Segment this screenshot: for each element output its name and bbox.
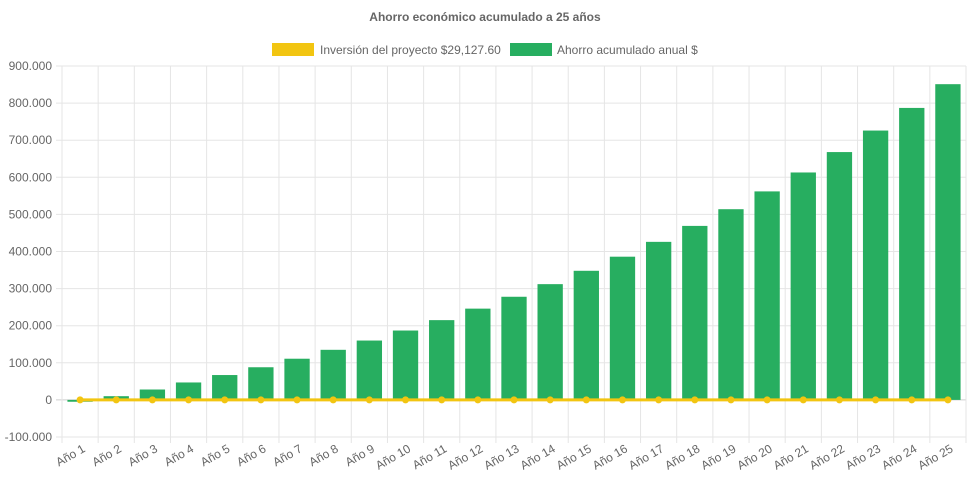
x-tick-label: Año 12	[445, 441, 485, 472]
bar-savings[interactable]	[537, 284, 563, 400]
point-investment[interactable]	[185, 396, 193, 404]
bar-savings[interactable]	[573, 270, 599, 400]
y-tick-label: 200.000	[9, 319, 53, 333]
x-tick-label: Año 18	[662, 441, 702, 472]
bar-savings[interactable]	[609, 256, 636, 400]
bar-savings[interactable]	[248, 367, 274, 400]
point-investment[interactable]	[402, 396, 410, 404]
point-investment[interactable]	[835, 396, 843, 404]
bar-savings[interactable]	[501, 296, 527, 400]
x-tick-label: Año 20	[735, 441, 775, 472]
x-tick-label: Año 8	[307, 441, 341, 469]
point-investment[interactable]	[944, 396, 952, 404]
x-tick-label: Año 24	[879, 441, 919, 472]
y-tick-label: 100.000	[9, 356, 53, 370]
x-tick-label: Año 14	[518, 441, 558, 472]
bar-savings[interactable]	[862, 130, 889, 400]
y-tick-label: 0	[45, 393, 52, 407]
legend-swatch-savings	[510, 43, 552, 56]
bar-savings[interactable]	[392, 330, 419, 400]
bar-savings[interactable]	[935, 84, 961, 400]
point-investment[interactable]	[872, 396, 880, 404]
point-investment[interactable]	[112, 396, 120, 404]
bar-savings[interactable]	[465, 308, 491, 400]
x-tick-label: Año 9	[343, 441, 377, 469]
point-investment[interactable]	[221, 396, 229, 404]
point-investment[interactable]	[582, 396, 590, 404]
y-tick-label: 700.000	[9, 133, 53, 147]
point-investment[interactable]	[293, 396, 301, 404]
point-investment[interactable]	[618, 396, 626, 404]
bar-savings[interactable]	[175, 382, 202, 400]
y-tick-label: -100.000	[5, 430, 53, 444]
point-investment[interactable]	[799, 396, 807, 404]
point-investment[interactable]	[691, 396, 699, 404]
x-tick-label: Año 11	[410, 441, 449, 472]
x-tick-label: Año 16	[590, 441, 630, 472]
point-investment[interactable]	[76, 396, 84, 404]
bar-savings[interactable]	[790, 172, 816, 400]
y-tick-label: 300.000	[9, 282, 53, 296]
point-investment[interactable]	[510, 396, 518, 404]
grid	[56, 65, 967, 443]
bar-savings[interactable]	[754, 191, 780, 400]
x-tick-label: Año 6	[234, 441, 268, 469]
y-axis: 900.000 800.000 700.000 600.000 500.000 400.0…	[5, 59, 53, 444]
point-investment[interactable]	[365, 396, 373, 404]
x-tick-label: Año 13	[482, 441, 522, 472]
point-investment[interactable]	[148, 396, 156, 404]
bar-savings[interactable]	[429, 320, 455, 400]
x-tick-label: Año 1	[53, 441, 87, 469]
legend-item-savings[interactable]: Ahorro acumulado anual $	[510, 43, 698, 57]
bar-savings[interactable]	[320, 349, 346, 400]
chart-title: Ahorro económico acumulado a 25 años	[369, 10, 601, 24]
point-investment[interactable]	[329, 396, 337, 404]
bar-savings[interactable]	[284, 358, 310, 400]
x-tick-label: Año 22	[807, 441, 847, 472]
x-tick-label: Año 19	[699, 441, 739, 472]
x-tick-label: Año 3	[126, 441, 160, 469]
point-investment[interactable]	[727, 396, 735, 404]
legend-label-savings: Ahorro acumulado anual $	[557, 43, 698, 57]
x-axis: Año 1 Año 2 Año 3 Año 4 Año 5 Año 6 Año 7 Año 8…	[53, 441, 955, 472]
y-tick-label: 800.000	[9, 96, 53, 110]
legend-item-investment[interactable]: Inversión del proyecto $29,127.60	[272, 43, 501, 57]
x-tick-label: Año 10	[373, 441, 413, 472]
x-tick-label: Año 5	[198, 441, 232, 469]
x-tick-label: Año 21	[771, 441, 811, 472]
point-investment[interactable]	[655, 396, 663, 404]
point-investment[interactable]	[257, 396, 265, 404]
x-tick-label: Año 25	[915, 441, 955, 472]
bar-savings[interactable]	[212, 375, 238, 400]
point-investment[interactable]	[908, 396, 916, 404]
point-investment[interactable]	[763, 396, 771, 404]
x-tick-label: Año 15	[554, 441, 594, 472]
y-tick-label: 900.000	[9, 59, 53, 73]
x-tick-label: Año 2	[90, 441, 124, 469]
line-investment	[76, 396, 952, 404]
bar-savings[interactable]	[682, 225, 708, 400]
bar-savings[interactable]	[826, 152, 853, 400]
y-tick-label: 600.000	[9, 170, 53, 184]
point-investment[interactable]	[474, 396, 482, 404]
legend-label-investment: Inversión del proyecto $29,127.60	[320, 43, 501, 57]
y-tick-label: 500.000	[9, 207, 53, 221]
legend: Inversión del proyecto $29,127.60 Ahorro…	[272, 43, 698, 57]
bar-savings[interactable]	[356, 340, 383, 400]
legend-swatch-investment	[272, 43, 314, 56]
x-tick-label: Año 4	[162, 441, 196, 469]
bar-savings[interactable]	[899, 107, 925, 400]
bar-savings[interactable]	[718, 209, 744, 400]
x-tick-label: Año 23	[843, 441, 883, 472]
x-tick-label: Año 17	[626, 441, 666, 472]
point-investment[interactable]	[438, 396, 446, 404]
y-tick-label: 400.000	[9, 245, 53, 259]
bar-savings[interactable]	[139, 389, 166, 400]
point-investment[interactable]	[546, 396, 554, 404]
bars-savings	[67, 84, 961, 402]
x-tick-label: Año 7	[270, 441, 304, 469]
bar-savings[interactable]	[645, 241, 672, 400]
